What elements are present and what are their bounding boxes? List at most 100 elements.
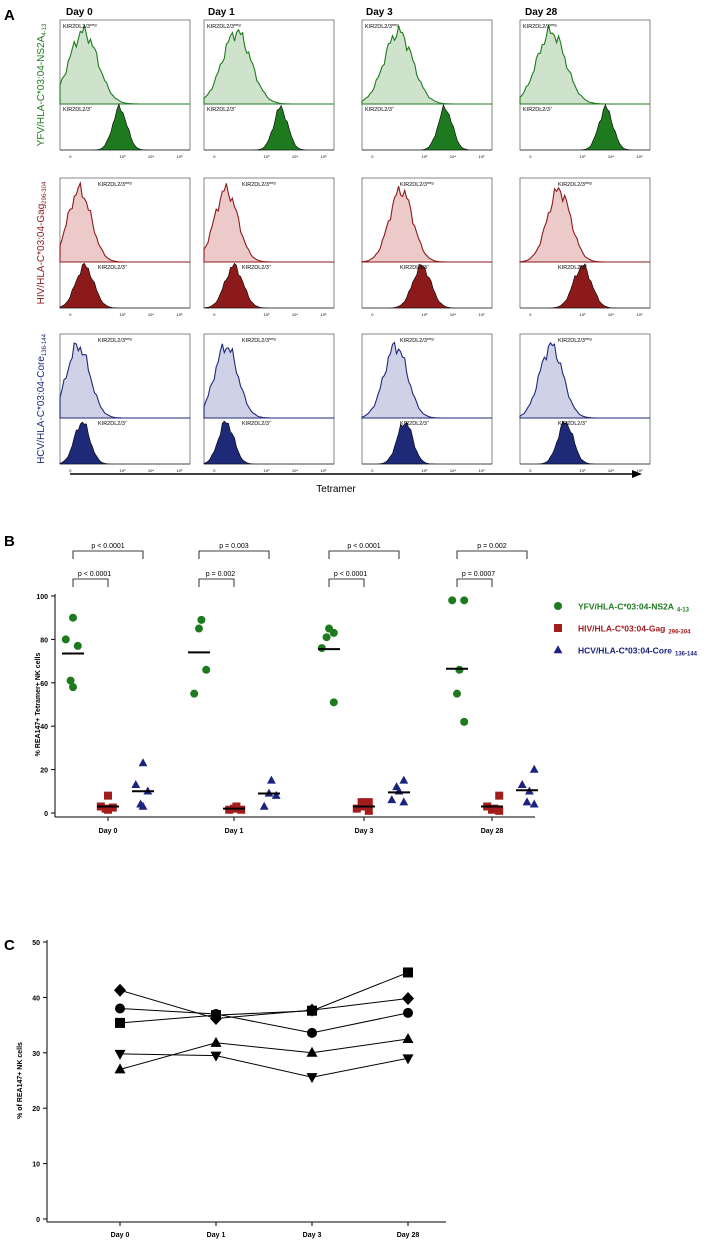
significance-bracket (198, 550, 270, 559)
data-point (460, 596, 469, 605)
row-label: HCV/HLA-C*03:04-Core136-144 (36, 333, 48, 464)
kir-neg-label: KIR2DL2/3neg (207, 22, 241, 30)
legend-marker (553, 645, 563, 654)
data-point (61, 635, 70, 644)
histogram-tick-label: 10⁵ (177, 154, 183, 159)
data-point (402, 1054, 414, 1065)
histogram-tick-label: 10⁵ (479, 154, 485, 159)
histogram-tick-label: 10⁵ (177, 312, 183, 317)
data-point (131, 779, 141, 788)
kir-neg-label: KIR2DL2/3neg (400, 180, 434, 188)
data-point (210, 1036, 222, 1047)
histogram-tick-label: 0 (371, 312, 374, 317)
histogram-tick-label: 10³ (264, 312, 270, 317)
data-point (403, 1007, 413, 1018)
histogram-tick-label: 10³ (264, 468, 270, 473)
data-point (114, 1063, 126, 1074)
row-label: HIV/HLA-C*03:04-Gag296-304 (36, 181, 48, 304)
data-point (495, 806, 504, 815)
kir-pos-histogram (362, 264, 492, 309)
kir-pos-label: KIR2DL2/3+ (98, 263, 128, 271)
kir-neg-histogram (59, 25, 190, 105)
panel-a-day-header: Day 1 (208, 7, 235, 18)
x-tick-label: Day 0 (99, 828, 118, 835)
data-point (73, 641, 82, 650)
histogram-tick-label: 0 (371, 154, 374, 159)
data-point (197, 615, 206, 624)
histogram-tick-label: 10⁵ (479, 312, 485, 317)
histogram-tick-label: 0 (69, 312, 72, 317)
histogram-tick-label: 10⁴ (450, 312, 456, 317)
histogram-tick-label: 10⁴ (608, 468, 614, 473)
kir-neg-label: KIR2DL2/3neg (98, 180, 132, 188)
data-point (69, 683, 77, 692)
x-tick-label: Day 3 (303, 1232, 322, 1239)
panel-a-day-header: Day 28 (525, 7, 558, 18)
histogram-tick-label: 10⁴ (292, 154, 298, 159)
y-tick-label: 20 (40, 768, 48, 775)
data-point (364, 798, 373, 807)
kir-neg-label: KIR2DL2/3neg (523, 22, 557, 30)
histogram-tick-label: 10⁴ (148, 312, 154, 317)
kir-pos-label: KIR2DL2/3+ (523, 105, 553, 113)
kir-pos-histogram (520, 420, 650, 465)
data-point (517, 779, 527, 788)
significance-bracket (72, 578, 109, 587)
data-point (210, 1051, 222, 1062)
data-point (306, 1073, 318, 1084)
x-tick-label: Day 28 (397, 1232, 420, 1239)
row-label: YFV/HLA-C*03:04-NS2A4-13 (36, 23, 48, 146)
panel-label-b: B (4, 533, 15, 550)
kir-pos-histogram (203, 420, 334, 465)
histogram-tick-label: 10⁴ (450, 154, 456, 159)
kir-neg-histogram (361, 185, 492, 263)
data-point (364, 806, 373, 815)
kir-pos-label: KIR2DL2/3+ (400, 263, 430, 271)
data-point (306, 1046, 318, 1057)
histogram-tick-label: 10⁵ (321, 468, 327, 473)
data-point (529, 764, 539, 773)
kir-pos-histogram (520, 263, 650, 309)
data-point (267, 775, 276, 784)
data-point (114, 1049, 126, 1060)
x-tick-label: Day 3 (355, 828, 374, 835)
kir-pos-label: KIR2DL2/3+ (63, 105, 93, 113)
kir-neg-histogram (203, 343, 334, 419)
y-tick-label: 0 (44, 811, 48, 818)
legend-marker (554, 602, 562, 610)
kir-neg-histogram (203, 28, 334, 105)
kir-neg-histogram (519, 341, 650, 419)
data-point (453, 689, 461, 698)
tetramer-axis-label: Tetramer (316, 484, 356, 495)
data-point (115, 1017, 125, 1028)
histogram-tick-label: 10⁵ (637, 312, 643, 317)
panel-c-lines: 0 10 20 30 40 50 % of REA147+ NK cells Day 0 Day… (17, 940, 446, 1239)
histogram-tick-label: 10⁵ (637, 468, 643, 473)
significance-bracket (328, 550, 400, 559)
kir-pos-histogram (362, 421, 492, 465)
p-value-label: p < 0.0001 (91, 543, 124, 550)
data-point (69, 613, 77, 622)
data-point (329, 698, 338, 707)
y-tick-label: 0 (36, 1217, 40, 1224)
kir-pos-label: KIR2DL2/3+ (242, 419, 272, 427)
legend-marker (554, 624, 562, 632)
data-point (237, 805, 246, 814)
series-line (119, 989, 409, 1020)
kir-neg-label: KIR2DL2/3neg (558, 180, 592, 188)
data-point (322, 633, 331, 642)
p-value-label: p < 0.0001 (334, 571, 367, 578)
p-value-label: p < 0.0001 (347, 543, 380, 550)
kir-pos-label: KIR2DL2/3+ (558, 263, 588, 271)
histogram-tick-label: 0 (213, 154, 216, 159)
data-point (108, 803, 117, 812)
data-point (399, 775, 409, 784)
x-tick-label: Day 0 (111, 1232, 130, 1239)
y-tick-label: 20 (32, 1106, 40, 1113)
kir-neg-histogram (59, 342, 190, 419)
histogram-tick-label: 0 (529, 312, 532, 317)
p-value-label: p = 0.003 (219, 543, 248, 550)
panel-label-a: A (4, 7, 15, 24)
kir-neg-histogram (59, 180, 190, 263)
